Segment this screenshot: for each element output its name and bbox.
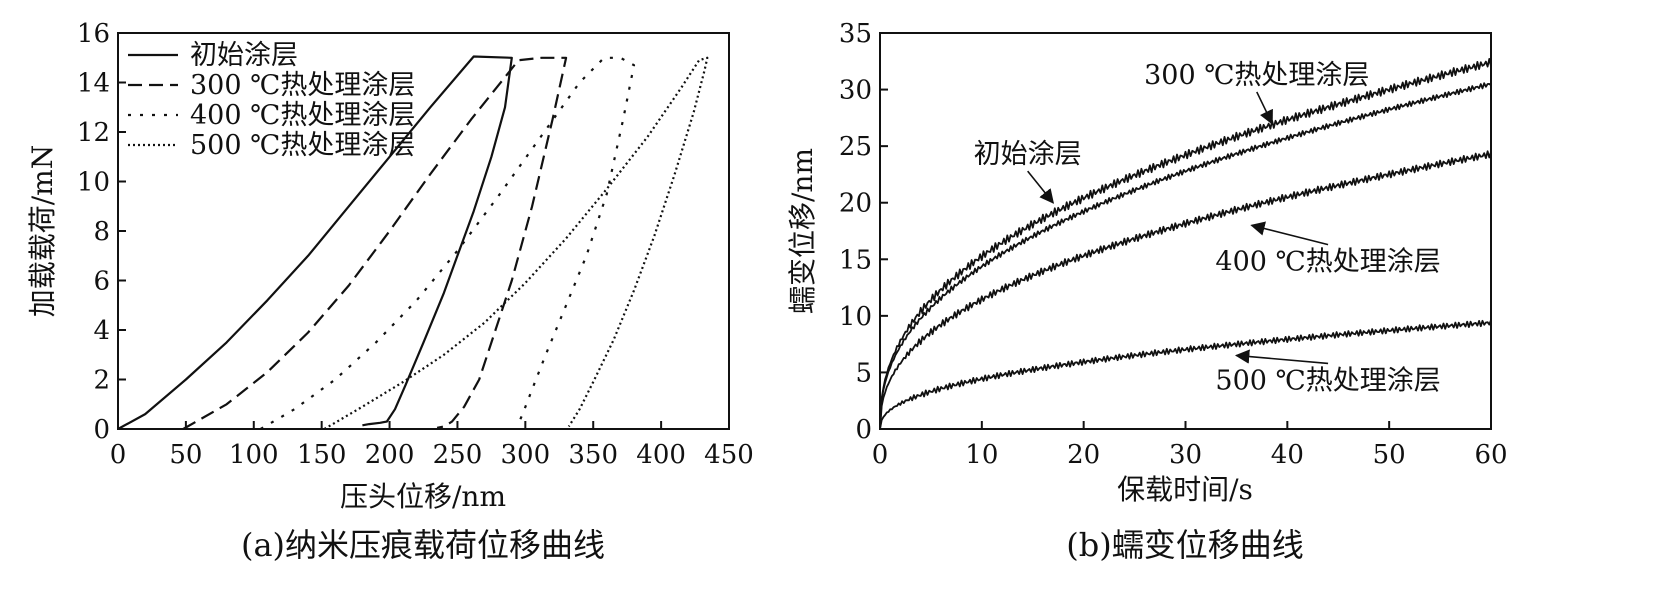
- series-line-3: [323, 56, 709, 430]
- series-group-a: [117, 55, 709, 430]
- annotation-arrow-1: [1027, 170, 1055, 204]
- a-ytick-label: 4: [93, 316, 110, 346]
- axis-ticks-b: 0 10 20 30 40 50 60 0 5 10 15 20 25 30 35: [839, 19, 1508, 470]
- a-ytick-label: 8: [93, 217, 110, 247]
- b-xtick-label: 20: [1067, 440, 1100, 470]
- a-xtick-label: 200: [365, 440, 415, 470]
- a-xtick-label: 300: [501, 440, 551, 470]
- annotation-arrow-3: [1234, 349, 1329, 365]
- creep-line-0: [879, 58, 1492, 430]
- annotation-label-2: 400 ℃热处理涂层: [1215, 247, 1440, 278]
- b-ytick-label: 25: [839, 132, 872, 162]
- a-xtick-label: 0: [110, 440, 127, 470]
- legend-label-1: 300 ℃热处理涂层: [190, 70, 415, 101]
- b-xtick-label: 0: [872, 440, 889, 470]
- a-xtick-label: 150: [297, 440, 347, 470]
- x-axis-label-b: 保载时间/s: [1117, 473, 1253, 506]
- legend-label-3: 500 ℃热处理涂层: [190, 130, 415, 161]
- chart-creep-displacement: 0 10 20 30 40 50 60 0 5 10 15 20 25 30 35 300 ℃热处理涂层初始…: [786, 19, 1508, 564]
- annotation-label-0: 300 ℃热处理涂层: [1144, 60, 1369, 91]
- b-xtick-label: 10: [965, 440, 998, 470]
- y-axis-label-a: 加载载荷/mN: [26, 145, 59, 318]
- caption-a: (a)纳米压痕载荷位移曲线: [241, 526, 605, 564]
- b-xtick-label: 50: [1373, 440, 1406, 470]
- a-ytick-label: 16: [77, 19, 110, 49]
- a-ytick-label: 6: [93, 267, 110, 297]
- series-group-b: [879, 58, 1492, 430]
- b-xtick-label: 30: [1169, 440, 1202, 470]
- legend-label-2: 400 ℃热处理涂层: [190, 100, 415, 131]
- b-ytick-label: 5: [855, 358, 872, 388]
- a-xtick-label: 350: [568, 440, 618, 470]
- y-axis-label-b: 蠕变位移/nm: [786, 148, 819, 314]
- annotation-arrow-2: [1250, 221, 1329, 246]
- b-ytick-label: 35: [839, 19, 872, 49]
- a-ytick-label: 10: [77, 168, 110, 198]
- a-ytick-label: 2: [93, 366, 110, 396]
- series-line-0: [117, 55, 513, 430]
- legend-label-0: 初始涂层: [190, 40, 298, 71]
- b-ytick-label: 30: [839, 76, 872, 106]
- b-ytick-label: 10: [839, 302, 872, 332]
- series-line-2: [260, 56, 636, 430]
- b-xtick-label: 40: [1271, 440, 1304, 470]
- a-ytick-label: 12: [77, 118, 110, 148]
- chart-load-displacement: 0 50 100 150 200 250 300 350 400 450 0 2 4 6 8 10 12 14 16…: [26, 19, 754, 564]
- annotation-label-3: 500 ℃热处理涂层: [1215, 365, 1440, 396]
- a-ytick-label: 0: [93, 415, 110, 445]
- a-xtick-label: 400: [636, 440, 686, 470]
- a-xtick-label: 50: [169, 440, 202, 470]
- b-ytick-label: 0: [855, 415, 872, 445]
- creep-line-2: [879, 150, 1492, 430]
- a-xtick-label: 100: [229, 440, 279, 470]
- b-ytick-label: 20: [839, 189, 872, 219]
- creep-line-3: [879, 319, 1492, 430]
- caption-b: (b)蠕变位移曲线: [1066, 526, 1303, 564]
- creep-line-1: [879, 82, 1492, 430]
- annotation-arrow-0: [1256, 91, 1273, 125]
- b-ytick-label: 15: [839, 245, 872, 275]
- series-line-1: [182, 56, 568, 430]
- a-xtick-label: 450: [704, 440, 754, 470]
- a-ytick-label: 14: [77, 69, 110, 99]
- axis-ticks-a: 0 50 100 150 200 250 300 350 400 450 0 2 4 6 8 10 12 14 16: [77, 19, 754, 470]
- b-xtick-label: 60: [1474, 440, 1507, 470]
- annotation-label-1: 初始涂层: [974, 139, 1082, 170]
- x-axis-label-a: 压头位移/nm: [340, 480, 506, 513]
- a-xtick-label: 250: [433, 440, 483, 470]
